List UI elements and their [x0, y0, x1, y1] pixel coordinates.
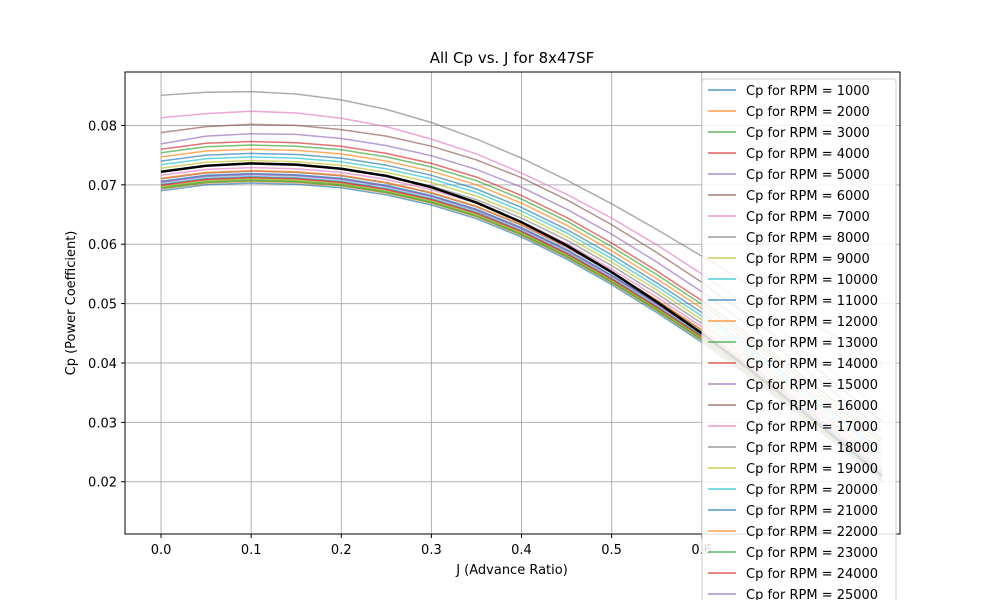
axis-ticks: 0.00.10.20.30.40.50.60.020.030.040.050.0… [88, 119, 712, 558]
legend-box [701, 78, 897, 600]
y-axis-label: Cp (Power Coefficient) [64, 231, 79, 376]
legend-label: Cp for RPM = 10000 [746, 273, 878, 288]
legend-label: Cp for RPM = 14000 [746, 357, 878, 372]
legend-label: Cp for RPM = 23000 [746, 546, 878, 561]
y-tick-label: 0.03 [88, 416, 117, 431]
legend-label: Cp for RPM = 17000 [746, 420, 878, 435]
legend-label: Cp for RPM = 3000 [746, 126, 870, 141]
x-tick-label: 0.2 [331, 543, 352, 558]
legend-label: Cp for RPM = 13000 [746, 336, 878, 351]
legend-label: Cp for RPM = 5000 [746, 168, 870, 183]
legend-label: Cp for RPM = 18000 [746, 441, 878, 456]
legend-label: Cp for RPM = 19000 [746, 462, 878, 477]
x-tick-label: 0.3 [421, 543, 442, 558]
legend-label: Cp for RPM = 15000 [746, 378, 878, 393]
legend-label: Cp for RPM = 24000 [746, 567, 878, 582]
legend-label: Cp for RPM = 4000 [746, 147, 870, 162]
legend-label: Cp for RPM = 11000 [746, 294, 878, 309]
legend-label: Cp for RPM = 2000 [746, 105, 870, 120]
x-tick-label: 0.0 [151, 543, 172, 558]
y-tick-label: 0.08 [88, 119, 117, 134]
legend-label: Cp for RPM = 9000 [746, 252, 870, 267]
legend-label: Cp for RPM = 16000 [746, 399, 878, 414]
legend-label: Cp for RPM = 12000 [746, 315, 878, 330]
legend-label: Cp for RPM = 7000 [746, 210, 870, 225]
x-tick-label: 0.5 [601, 543, 622, 558]
legend-label: Cp for RPM = 8000 [746, 231, 870, 246]
y-tick-label: 0.06 [88, 238, 117, 253]
x-tick-label: 0.4 [511, 543, 532, 558]
y-tick-label: 0.07 [88, 179, 117, 194]
y-tick-label: 0.02 [88, 476, 117, 491]
legend-label: Cp for RPM = 20000 [746, 483, 878, 498]
legend-label: Cp for RPM = 1000 [746, 84, 870, 99]
legend: Cp for RPM = 1000 Cp for RPM = 2000 Cp for… [701, 78, 897, 600]
x-axis-label: J (Advance Ratio) [455, 563, 568, 578]
legend-label: Cp for RPM = 21000 [746, 504, 878, 519]
legend-label: Cp for RPM = 25000 [746, 588, 878, 600]
y-tick-label: 0.05 [88, 298, 117, 313]
plot-frame [124, 71, 901, 535]
y-tick-label: 0.04 [88, 357, 117, 372]
chart-title: All Cp vs. J for 8x47SF [430, 49, 595, 67]
legend-label: Cp for RPM = 6000 [746, 189, 870, 204]
legend-label: Cp for RPM = 22000 [746, 525, 878, 540]
x-tick-label: 0.1 [241, 543, 262, 558]
